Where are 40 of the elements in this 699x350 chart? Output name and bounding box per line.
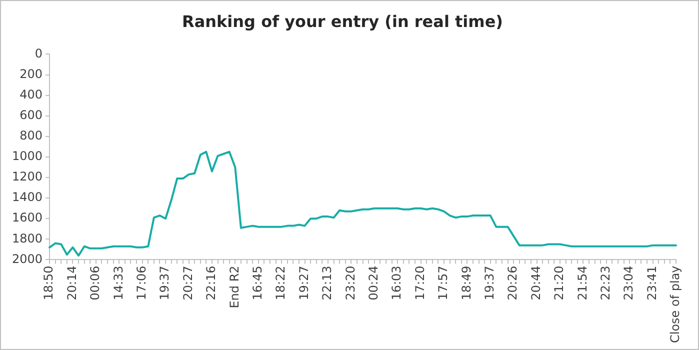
x-tick-label: 23:04 xyxy=(622,266,636,300)
x-tick-label: Close of play xyxy=(668,266,682,344)
x-tick-label: 22:13 xyxy=(320,266,334,300)
y-tick-label: 600 xyxy=(20,108,43,122)
x-tick-label: 22:23 xyxy=(598,266,613,300)
y-tick-label: 1400 xyxy=(12,190,43,204)
x-tick-label: 18:49 xyxy=(459,266,474,300)
x-tick-label: 19:37 xyxy=(482,266,497,300)
x-tick-label: 20:27 xyxy=(180,266,195,300)
x-tick-label: 20:26 xyxy=(506,266,520,300)
x-tick-label: 23:20 xyxy=(343,266,358,300)
y-tick-label: 400 xyxy=(20,87,43,102)
y-tick-label: 1800 xyxy=(12,231,43,246)
x-tick-label: 22:16 xyxy=(204,266,218,300)
y-tick-label: 1600 xyxy=(12,210,43,225)
y-tick-label: 1000 xyxy=(12,149,43,164)
x-tick-label: 23:41 xyxy=(644,266,659,300)
x-tick-label: 00:24 xyxy=(366,266,380,300)
x-tick-label: 21:20 xyxy=(552,266,566,300)
x-tick-label: 16:45 xyxy=(250,266,264,300)
x-tick-label: 21:54 xyxy=(575,266,590,300)
y-tick-label: 800 xyxy=(20,128,43,143)
y-tick-label: 0 xyxy=(34,46,43,60)
x-tick-label: 19:37 xyxy=(158,266,172,300)
x-tick-label: 19:27 xyxy=(296,266,311,300)
x-tick-label: 18:22 xyxy=(274,266,288,300)
chart-title: Ranking of your entry (in real time) xyxy=(182,12,503,31)
x-tick-label: 14:33 xyxy=(111,266,126,300)
x-tick-label: 17:20 xyxy=(412,266,427,300)
y-tick-label: 200 xyxy=(20,66,43,81)
x-tick-label: 00:06 xyxy=(88,266,102,300)
y-tick-label: 2000 xyxy=(12,252,43,266)
y-tick-label: 1200 xyxy=(12,170,43,184)
x-tick-label: 17:06 xyxy=(134,266,148,300)
x-tick-label: End R2 xyxy=(227,266,242,308)
x-tick-label: 17:57 xyxy=(436,266,450,300)
x-tick-label: 20:14 xyxy=(64,266,79,300)
x-tick-label: 16:03 xyxy=(390,266,404,300)
x-tick-label: 18:50 xyxy=(42,266,56,300)
x-tick-label: 20:44 xyxy=(528,266,543,300)
